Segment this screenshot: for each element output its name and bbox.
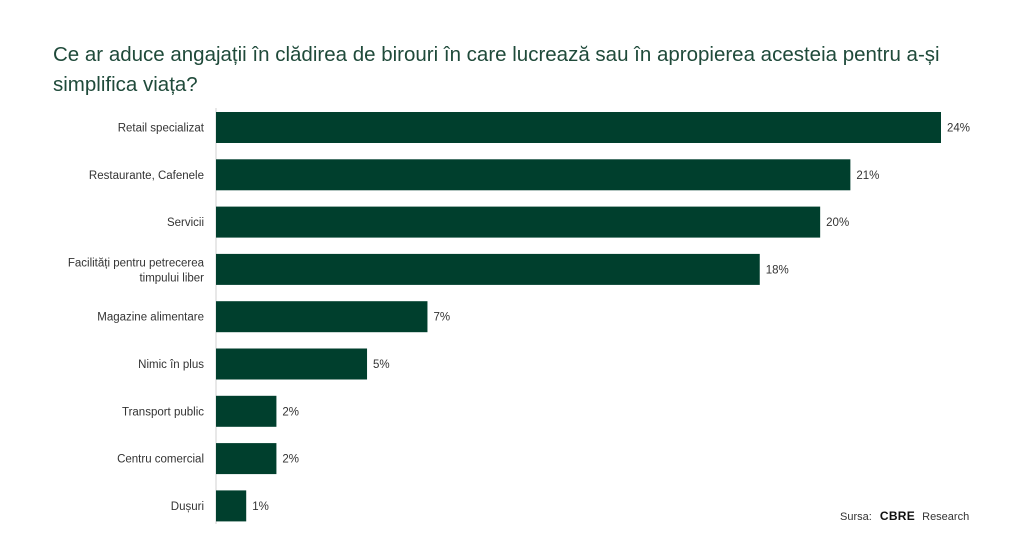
- value-label: 21%: [856, 170, 879, 182]
- category-label: Transport public: [122, 406, 204, 418]
- category-label: Facilități pentru petrecerea timpului lib…: [68, 257, 205, 284]
- bar: [216, 348, 368, 380]
- bar: [216, 490, 247, 522]
- category-label: Magazine alimentare: [97, 312, 204, 324]
- source-note: Sursa: CBRE Research: [840, 509, 969, 523]
- bar: [216, 112, 941, 143]
- bar: [216, 159, 851, 191]
- category-label: Retail specializat: [118, 123, 205, 135]
- source-prefix: Sursa:: [840, 511, 872, 523]
- value-label: 2%: [282, 454, 299, 466]
- source-suffix: Research: [922, 511, 970, 523]
- category-label: Dușuri: [171, 501, 204, 513]
- value-label: 7%: [433, 312, 450, 324]
- bar: [216, 206, 821, 238]
- cbre-logo: CBRE: [879, 509, 916, 523]
- category-label: Servicii: [167, 217, 204, 229]
- value-label: 1%: [252, 501, 269, 513]
- bars-group: Retail specializat 24% Restaurante, Cafene…: [68, 112, 970, 522]
- bar: [216, 253, 760, 285]
- value-label: 24%: [947, 123, 970, 135]
- value-label: 2%: [282, 406, 299, 418]
- category-label: Centru comercial: [117, 454, 204, 466]
- bar: [216, 443, 277, 475]
- bar: [216, 395, 277, 427]
- value-label: 5%: [373, 359, 390, 371]
- value-label: 20%: [826, 217, 849, 229]
- value-label: 18%: [766, 264, 789, 276]
- category-label: Restaurante, Cafenele: [89, 170, 204, 182]
- bar: [216, 301, 428, 333]
- chart-title: Ce ar aduce angajații în clădirea de bir…: [53, 43, 940, 96]
- category-label: Nimic în plus: [138, 359, 204, 371]
